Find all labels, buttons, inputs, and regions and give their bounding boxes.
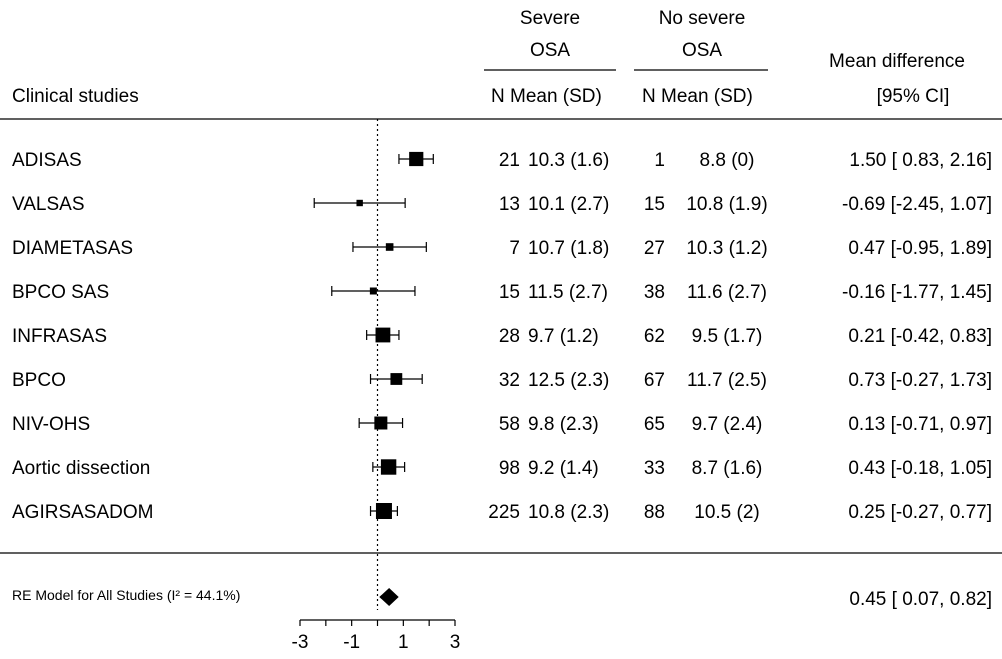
nonsevere-mean-sd: 10.3 (1.2) [686, 238, 767, 259]
effect-ci-text: 1.50 [ 0.83, 2.16] [849, 150, 992, 171]
nonsevere-n: 65 [644, 414, 665, 435]
x-axis: -3 -1 1 3 [292, 619, 461, 653]
severe-mean-sd: 12.5 (2.3) [528, 370, 609, 391]
nonsevere-mean-sd: 8.8 (0) [700, 150, 755, 171]
severe-mean-sd: 9.2 (1.4) [528, 458, 599, 479]
study-name: AGIRSASADOM [12, 502, 153, 523]
effect-ci-text: 0.13 [-0.71, 0.97] [848, 414, 992, 435]
study-row: NIV-OHS 58 9.8 (2.3) 65 9.7 (2.4) 0.13 [-0.71… [12, 414, 992, 435]
nonsevere-mean-sd: 10.5 (2) [694, 502, 759, 523]
nonsevere-n: 38 [644, 282, 665, 303]
nonsevere-mean-sd: 11.7 (2.5) [687, 370, 767, 391]
summary-diamond [379, 588, 399, 606]
header-clinical-studies: Clinical studies [12, 86, 139, 107]
effect-ci-text: -0.16 [-1.77, 1.45] [842, 282, 992, 303]
study-row: VALSAS 13 10.1 (2.7) 15 10.8 (1.9) -0.69 [-2.… [12, 194, 992, 215]
point-estimate-box [375, 327, 391, 343]
header-effect-line2: [95% CI] [877, 86, 950, 107]
nonsevere-n: 33 [644, 458, 665, 479]
point-estimate-box [409, 151, 424, 167]
header-group1-line1: Severe [520, 8, 580, 29]
study-name: VALSAS [12, 194, 85, 215]
point-estimate-box [369, 287, 377, 295]
severe-mean-sd: 11.5 (2.7) [528, 282, 608, 303]
effect-ci-text: 0.21 [-0.42, 0.83] [848, 326, 992, 347]
nonsevere-mean-sd: 8.7 (1.6) [692, 458, 763, 479]
severe-mean-sd: 10.7 (1.8) [528, 238, 609, 259]
nonsevere-mean-sd: 9.7 (2.4) [692, 414, 763, 435]
severe-n: 32 [499, 370, 520, 391]
point-estimate-box [375, 503, 392, 519]
severe-mean-sd: 10.8 (2.3) [528, 502, 609, 523]
severe-n: 98 [499, 458, 520, 479]
nonsevere-mean-sd: 11.6 (2.7) [687, 282, 767, 303]
x-tick-label: -1 [343, 632, 360, 653]
study-row: Aortic dissection 98 9.2 (1.4) 33 8.7 (1.6) 0… [12, 458, 992, 479]
x-tick-label: 3 [450, 632, 461, 653]
x-tick-label: -3 [292, 632, 309, 653]
study-rows: ADISAS 21 10.3 (1.6) 1 8.8 (0) 1.50 [ 0.83, 2… [12, 150, 992, 523]
nonsevere-n: 27 [644, 238, 665, 259]
study-row: INFRASAS 28 9.7 (1.2) 62 9.5 (1.7) 0.21 [-0.4… [12, 326, 992, 347]
x-tick-label: 1 [398, 632, 409, 653]
summary-ci-text: 0.45 [ 0.07, 0.82] [849, 589, 992, 610]
study-name: Aortic dissection [12, 458, 150, 479]
study-row: AGIRSASADOM 225 10.8 (2.3) 88 10.5 (2) 0.25 [… [12, 502, 992, 523]
study-name: INFRASAS [12, 326, 107, 347]
study-name: NIV-OHS [12, 414, 90, 435]
severe-n: 225 [488, 502, 520, 523]
point-estimate-box [390, 373, 403, 385]
severe-mean-sd: 9.7 (1.2) [528, 326, 599, 347]
summary-row: RE Model for All Studies (I² = 44.1%) 0.… [12, 587, 992, 610]
study-row: DIAMETASAS 7 10.7 (1.8) 27 10.3 (1.2) 0.47 [-… [12, 238, 992, 259]
header-sub-group2: N Mean (SD) [642, 86, 753, 107]
header-effect-line1: Mean difference [829, 51, 965, 72]
nonsevere-n: 62 [644, 326, 665, 347]
study-row: BPCO SAS 15 11.5 (2.7) 38 11.6 (2.7) -0.16 [-… [12, 282, 992, 303]
severe-mean-sd: 10.3 (1.6) [528, 150, 609, 171]
nonsevere-mean-sd: 10.8 (1.9) [686, 194, 767, 215]
point-estimate-box [385, 243, 394, 251]
nonsevere-n: 67 [644, 370, 665, 391]
point-estimate-box [380, 459, 397, 475]
study-row: ADISAS 21 10.3 (1.6) 1 8.8 (0) 1.50 [ 0.83, 2… [12, 150, 992, 171]
nonsevere-n: 88 [644, 502, 665, 523]
header-group1-line2: OSA [530, 40, 570, 61]
severe-n: 21 [499, 150, 520, 171]
study-name: ADISAS [12, 150, 82, 171]
severe-mean-sd: 10.1 (2.7) [528, 194, 609, 215]
study-name: BPCO [12, 370, 66, 391]
nonsevere-n: 1 [654, 150, 665, 171]
effect-ci-text: 0.47 [-0.95, 1.89] [848, 238, 992, 259]
nonsevere-mean-sd: 9.5 (1.7) [692, 326, 763, 347]
header-group2-line2: OSA [682, 40, 722, 61]
point-estimate-box [374, 416, 388, 430]
header-sub-group1: N Mean (SD) [491, 86, 602, 107]
severe-n: 28 [499, 326, 520, 347]
study-name: DIAMETASAS [12, 238, 133, 259]
severe-n: 15 [499, 282, 520, 303]
effect-ci-text: 0.73 [-0.27, 1.73] [848, 370, 992, 391]
effect-ci-text: 0.25 [-0.27, 0.77] [848, 502, 992, 523]
study-row: BPCO 32 12.5 (2.3) 67 11.7 (2.5) 0.73 [-0.27,… [12, 370, 992, 391]
effect-ci-text: -0.69 [-2.45, 1.07] [842, 194, 992, 215]
severe-n: 58 [499, 414, 520, 435]
point-estimate-box [356, 199, 363, 207]
effect-ci-text: 0.43 [-0.18, 1.05] [848, 458, 992, 479]
severe-n: 7 [509, 238, 520, 259]
study-name: BPCO SAS [12, 282, 109, 303]
nonsevere-n: 15 [644, 194, 665, 215]
summary-label: RE Model for All Studies (I² = 44.1%) [12, 587, 240, 603]
severe-mean-sd: 9.8 (2.3) [528, 414, 599, 435]
severe-n: 13 [499, 194, 520, 215]
header-group2-line1: No severe [659, 8, 746, 29]
